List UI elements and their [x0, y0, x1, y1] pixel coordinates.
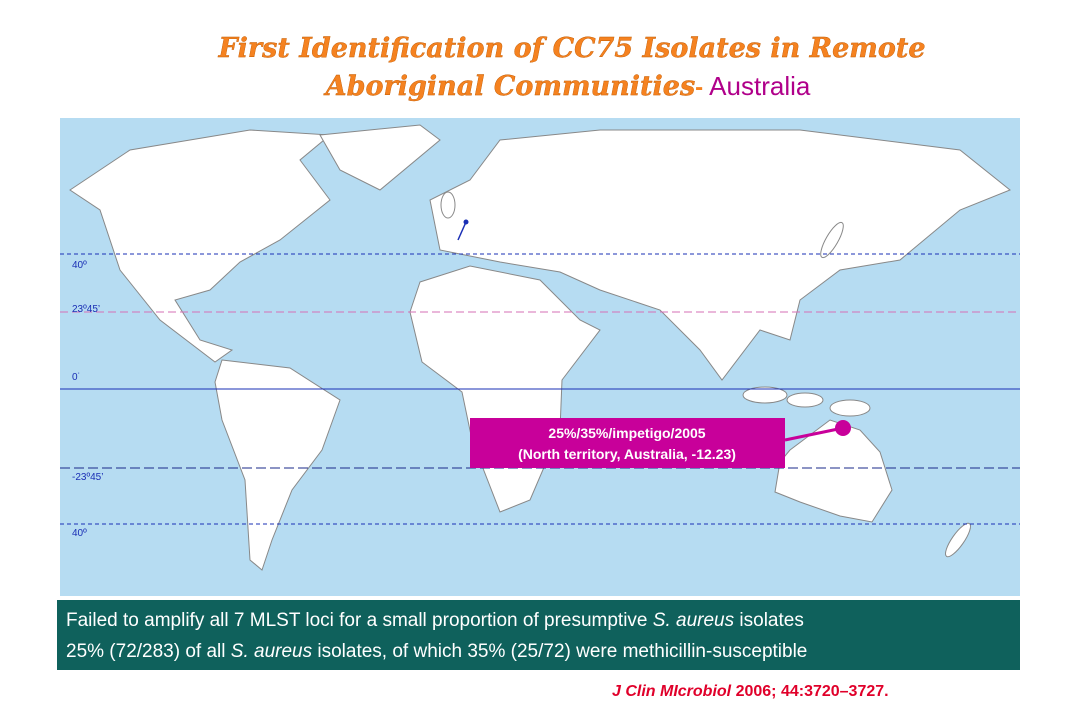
latitude-label: -23º45’	[72, 472, 103, 483]
text: Failed to amplify all 7 MLST loci for a …	[66, 610, 653, 631]
callout-line-2: (North territory, Australia, -12.23)	[518, 446, 736, 462]
latitude-label: 23º45’	[72, 304, 100, 315]
callout-line-1: 25%/35%/impetigo/2005	[548, 425, 705, 441]
title-region: Australia	[709, 71, 811, 101]
species: S. aureus	[231, 641, 313, 662]
latitude-label: 0˙	[72, 372, 81, 383]
title-line-1: First Identification of CC75 Isolates in…	[217, 33, 925, 64]
citation-details: 2006; 44:3720–3727.	[731, 683, 888, 700]
text: isolates	[734, 610, 804, 631]
summary-line-1: Failed to amplify all 7 MLST loci for a …	[66, 610, 804, 631]
location-dot	[835, 420, 851, 436]
text: isolates, of which 35% (25/72) were meth…	[312, 641, 807, 662]
summary-line-2: 25% (72/283) of all S. aureus isolates, …	[66, 641, 807, 662]
world-map	[60, 118, 1020, 596]
text: 25% (72/283) of all	[66, 641, 231, 662]
journal: J Clin MIcrobiol	[612, 683, 732, 700]
summary-box	[57, 600, 1020, 670]
species: S. aureus	[653, 610, 735, 631]
callout-pointer	[784, 426, 844, 442]
title-part: Aboriginal Communities	[323, 71, 696, 102]
title-dash: -	[695, 74, 703, 101]
latitude-label: 40º	[72, 260, 87, 271]
callout-box	[470, 418, 785, 468]
latitude-label: 40º	[72, 528, 87, 539]
citation: J Clin MIcrobiol 2006; 44:3720–3727.	[612, 683, 889, 700]
title-line-2: Aboriginal Communities- Australia	[323, 71, 811, 102]
